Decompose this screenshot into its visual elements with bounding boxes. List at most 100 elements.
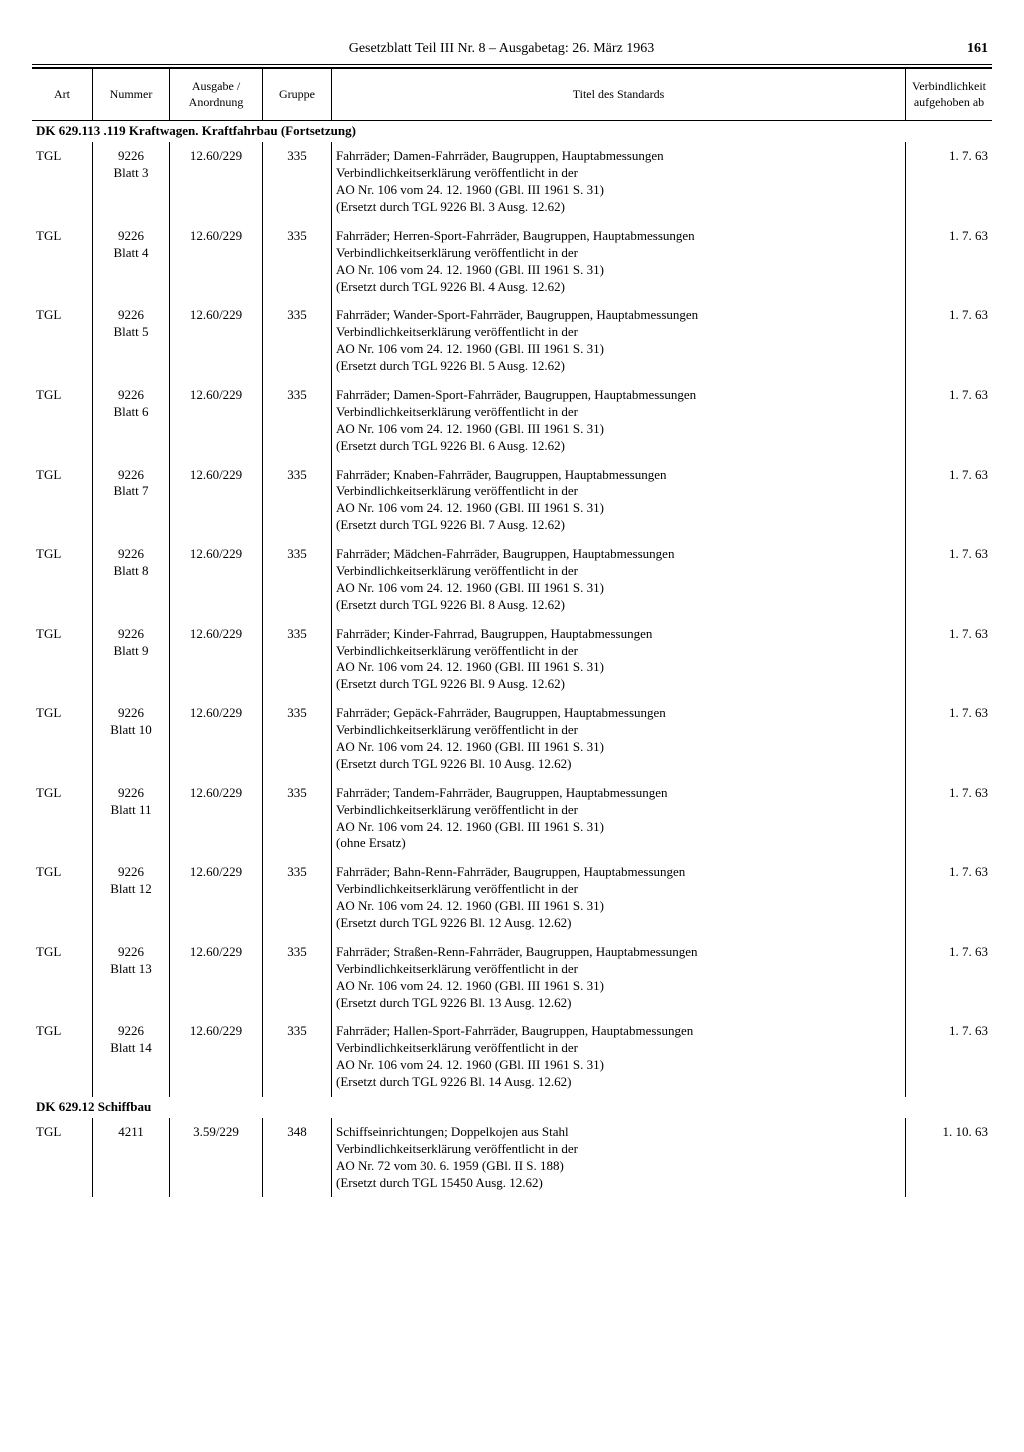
cell-ausgabe: 12.60/229	[170, 620, 263, 700]
cell-title: Fahrräder; Straßen-Renn-Fahrräder, Baugr…	[332, 938, 906, 1018]
cell-title: Fahrräder; Mädchen-Fahrräder, Baugruppen…	[332, 540, 906, 620]
cell-title: Fahrräder; Damen-Fahrräder, Baugruppen, …	[332, 142, 906, 222]
cell-date: 1. 7. 63	[906, 1017, 993, 1097]
table-row: TGL9226 Blatt 312.60/229335Fahrräder; Da…	[32, 142, 992, 222]
table-row: TGL9226 Blatt 612.60/229335Fahrräder; Da…	[32, 381, 992, 461]
cell-art: TGL	[32, 858, 93, 938]
cell-gruppe: 335	[263, 1017, 332, 1097]
page-number: 161	[967, 40, 988, 58]
cell-art: TGL	[32, 1118, 93, 1198]
cell-gruppe: 348	[263, 1118, 332, 1198]
table-row: TGL9226 Blatt 1112.60/229335Fahrräder; T…	[32, 779, 992, 859]
cell-ausgabe: 12.60/229	[170, 301, 263, 381]
cell-title: Fahrräder; Wander-Sport-Fahrräder, Baugr…	[332, 301, 906, 381]
cell-art: TGL	[32, 699, 93, 779]
cell-ausgabe: 12.60/229	[170, 142, 263, 222]
cell-gruppe: 335	[263, 699, 332, 779]
cell-gruppe: 335	[263, 461, 332, 541]
cell-ausgabe: 12.60/229	[170, 1017, 263, 1097]
cell-number: 9226 Blatt 10	[93, 699, 170, 779]
cell-title: Fahrräder; Hallen-Sport-Fahrräder, Baugr…	[332, 1017, 906, 1097]
cell-gruppe: 335	[263, 222, 332, 302]
cell-date: 1. 7. 63	[906, 222, 993, 302]
cell-number: 9226 Blatt 13	[93, 938, 170, 1018]
cell-art: TGL	[32, 461, 93, 541]
document-page: Gesetzblatt Teil III Nr. 8 – Ausgabetag:…	[32, 40, 992, 1197]
cell-number: 9226 Blatt 3	[93, 142, 170, 222]
cell-number: 9226 Blatt 9	[93, 620, 170, 700]
table-row: TGL9226 Blatt 1412.60/229335Fahrräder; H…	[32, 1017, 992, 1097]
cell-title: Fahrräder; Damen-Sport-Fahrräder, Baugru…	[332, 381, 906, 461]
cell-gruppe: 335	[263, 620, 332, 700]
cell-gruppe: 335	[263, 381, 332, 461]
cell-date: 1. 7. 63	[906, 461, 993, 541]
cell-number: 9226 Blatt 8	[93, 540, 170, 620]
col-nummer: Nummer	[93, 68, 170, 121]
table-row: TGL9226 Blatt 712.60/229335Fahrräder; Kn…	[32, 461, 992, 541]
cell-gruppe: 335	[263, 540, 332, 620]
cell-art: TGL	[32, 301, 93, 381]
col-ausgabe: Ausgabe / Anordnung	[170, 68, 263, 121]
cell-art: TGL	[32, 381, 93, 461]
table-row: TGL9226 Blatt 512.60/229335Fahrräder; Wa…	[32, 301, 992, 381]
cell-date: 1. 7. 63	[906, 142, 993, 222]
header-title: Gesetzblatt Teil III Nr. 8 – Ausgabetag:…	[36, 40, 967, 58]
cell-title: Fahrräder; Gepäck-Fahrräder, Baugruppen,…	[332, 699, 906, 779]
cell-gruppe: 335	[263, 858, 332, 938]
cell-ausgabe: 12.60/229	[170, 540, 263, 620]
cell-number: 9226 Blatt 12	[93, 858, 170, 938]
table-row: TGL9226 Blatt 412.60/229335Fahrräder; He…	[32, 222, 992, 302]
table-row: TGL42113.59/229348Schiffseinrichtungen; …	[32, 1118, 992, 1198]
cell-date: 1. 7. 63	[906, 620, 993, 700]
cell-title: Fahrräder; Knaben-Fahrräder, Baugruppen,…	[332, 461, 906, 541]
cell-title: Fahrräder; Herren-Sport-Fahrräder, Baugr…	[332, 222, 906, 302]
cell-date: 1. 7. 63	[906, 301, 993, 381]
standards-table: Art Nummer Ausgabe / Anordnung Gruppe Ti…	[32, 67, 992, 1197]
cell-date: 1. 7. 63	[906, 779, 993, 859]
cell-date: 1. 7. 63	[906, 938, 993, 1018]
cell-date: 1. 7. 63	[906, 540, 993, 620]
cell-number: 9226 Blatt 6	[93, 381, 170, 461]
col-titel: Titel des Standards	[332, 68, 906, 121]
cell-ausgabe: 12.60/229	[170, 381, 263, 461]
cell-date: 1. 7. 63	[906, 381, 993, 461]
cell-ausgabe: 12.60/229	[170, 699, 263, 779]
cell-title: Fahrräder; Kinder-Fahrrad, Baugruppen, H…	[332, 620, 906, 700]
cell-ausgabe: 12.60/229	[170, 461, 263, 541]
cell-title: Schiffseinrichtungen; Doppelkojen aus St…	[332, 1118, 906, 1198]
table-row: TGL9226 Blatt 912.60/229335Fahrräder; Ki…	[32, 620, 992, 700]
cell-date: 1. 7. 63	[906, 699, 993, 779]
cell-gruppe: 335	[263, 301, 332, 381]
cell-number: 4211	[93, 1118, 170, 1198]
cell-ausgabe: 3.59/229	[170, 1118, 263, 1198]
section-heading: DK 629.12 Schiffbau	[32, 1097, 992, 1118]
cell-ausgabe: 12.60/229	[170, 779, 263, 859]
cell-art: TGL	[32, 142, 93, 222]
cell-gruppe: 335	[263, 142, 332, 222]
cell-art: TGL	[32, 620, 93, 700]
cell-title: Fahrräder; Bahn-Renn-Fahrräder, Baugrupp…	[332, 858, 906, 938]
cell-ausgabe: 12.60/229	[170, 858, 263, 938]
cell-art: TGL	[32, 779, 93, 859]
col-verb: Verbind­lichkeit aufge­hoben ab	[906, 68, 993, 121]
cell-title: Fahrräder; Tandem-Fahrräder, Baugruppen,…	[332, 779, 906, 859]
table-row: TGL9226 Blatt 1012.60/229335Fahrräder; G…	[32, 699, 992, 779]
table-row: TGL9226 Blatt 812.60/229335Fahrräder; Mä…	[32, 540, 992, 620]
cell-gruppe: 335	[263, 938, 332, 1018]
cell-date: 1. 10. 63	[906, 1118, 993, 1198]
cell-art: TGL	[32, 1017, 93, 1097]
section-heading-text: DK 629.113 .119 Kraftwagen. Kraftfahrbau…	[32, 121, 992, 142]
cell-number: 9226 Blatt 11	[93, 779, 170, 859]
cell-number: 9226 Blatt 4	[93, 222, 170, 302]
cell-ausgabe: 12.60/229	[170, 222, 263, 302]
table-header-row: Art Nummer Ausgabe / Anordnung Gruppe Ti…	[32, 68, 992, 121]
col-art: Art	[32, 68, 93, 121]
cell-ausgabe: 12.60/229	[170, 938, 263, 1018]
cell-number: 9226 Blatt 5	[93, 301, 170, 381]
col-gruppe: Gruppe	[263, 68, 332, 121]
table-row: TGL9226 Blatt 1212.60/229335Fahrräder; B…	[32, 858, 992, 938]
cell-number: 9226 Blatt 14	[93, 1017, 170, 1097]
cell-number: 9226 Blatt 7	[93, 461, 170, 541]
page-header: Gesetzblatt Teil III Nr. 8 – Ausgabetag:…	[32, 40, 992, 65]
table-row: TGL9226 Blatt 1312.60/229335Fahrräder; S…	[32, 938, 992, 1018]
